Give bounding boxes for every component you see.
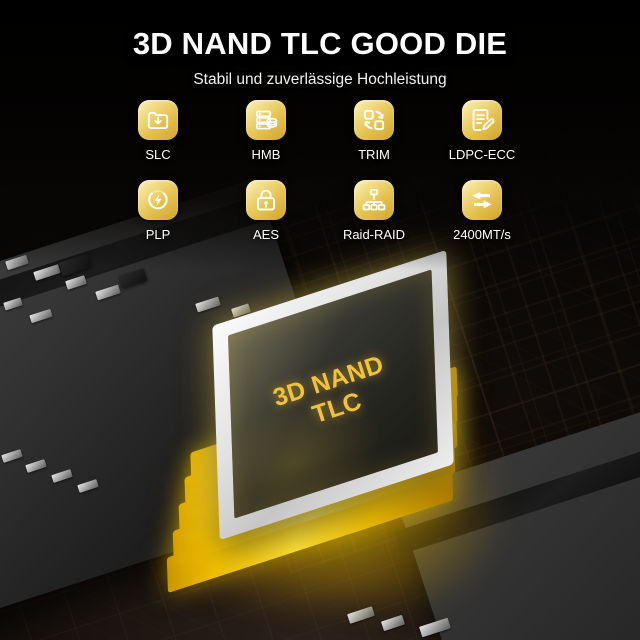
feature-ldpc-ecc[interactable]: LDPC-ECC xyxy=(449,100,515,162)
feature-transfer-speed[interactable]: 2400MT/s xyxy=(453,180,511,242)
feature-label: 2400MT/s xyxy=(453,227,511,242)
feature-aes[interactable]: AES xyxy=(240,180,292,242)
squares-refresh-icon xyxy=(354,100,394,140)
feature-label: AES xyxy=(252,227,279,242)
feature-label: HMB xyxy=(251,147,281,162)
page-title: 3D NAND TLC GOOD DIE xyxy=(132,26,508,61)
feature-label: LDPC-ECC xyxy=(448,147,516,162)
feature-trim[interactable]: TRIM xyxy=(348,100,400,162)
feature-label: PLP xyxy=(145,227,171,242)
feature-label: SLC xyxy=(145,147,171,162)
network-tree-icon xyxy=(354,180,394,220)
feature-plp[interactable]: PLP xyxy=(132,180,184,242)
folder-download-icon xyxy=(138,100,178,140)
document-pencil-icon xyxy=(462,100,502,140)
feature-slc[interactable]: SLC xyxy=(132,100,184,162)
feature-row-2: PLP AES xyxy=(0,180,640,242)
feature-raid[interactable]: Raid-RAID xyxy=(343,180,405,242)
server-database-icon xyxy=(246,100,286,140)
lightning-circle-icon xyxy=(138,180,178,220)
feature-hmb[interactable]: HMB xyxy=(240,100,292,162)
feature-label: TRIM xyxy=(358,147,390,162)
page-subtitle: Stabil und zuverlässige Hochleistung xyxy=(193,71,447,88)
padlock-icon xyxy=(246,180,286,220)
header-gradient-overlay xyxy=(0,0,640,270)
transfer-arrows-icon xyxy=(462,180,502,220)
feature-label: Raid-RAID xyxy=(342,227,406,242)
feature-grid: SLC HMB xyxy=(0,100,640,260)
banner-header: 3D NAND TLC GOOD DIE Stabil und zuverläs… xyxy=(0,0,640,89)
nand-chip-stack: 3D NAND TLC xyxy=(150,249,530,605)
feature-row-1: SLC HMB xyxy=(0,100,640,162)
